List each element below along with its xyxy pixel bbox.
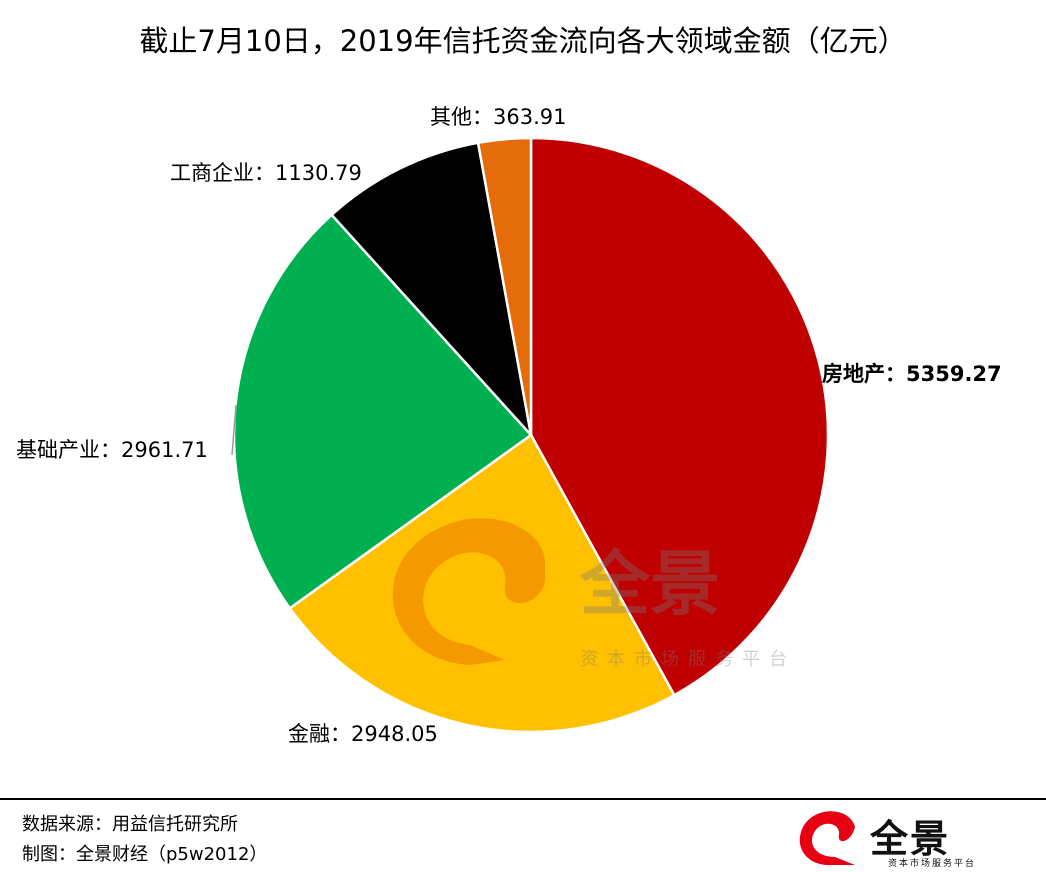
pie-slice-0 [529, 136, 830, 697]
watermark-logo-icon [392, 518, 545, 665]
data-label-other: 其他：363.91 [430, 105, 567, 129]
pie-slice-1 [288, 433, 676, 734]
data-label-industrial-commercial: 工商企业：1130.79 [170, 161, 362, 185]
pie-chart [231, 136, 830, 734]
footer-logo-brand: 全景 [870, 817, 951, 861]
quanjing-logo-icon [799, 811, 855, 866]
chart-credit: 制图：全景财经（p5w2012） [22, 844, 268, 865]
footer-logo-tagline: 资本市场服务平台 [888, 859, 977, 869]
footer-divider [0, 798, 1046, 800]
watermark-tagline: 资本市场服务平台 [580, 649, 796, 670]
leader-line [231, 404, 237, 456]
data-source: 数据来源：用益信托研究所 [22, 814, 238, 835]
pie-slice-4 [476, 136, 533, 436]
pie-slice-3 [329, 141, 534, 440]
data-label-finance: 金融：2948.05 [288, 722, 438, 746]
data-label-infrastructure: 基础产业：2961.71 [16, 438, 208, 462]
chart-title: 截止7月10日，2019年信托资金流向各大领域金额（亿元） [139, 24, 907, 58]
pie-slice-2 [232, 213, 533, 611]
watermark-brand: 全景 [580, 543, 720, 625]
data-label-real-estate: 房地产：5359.27 [822, 362, 1002, 386]
